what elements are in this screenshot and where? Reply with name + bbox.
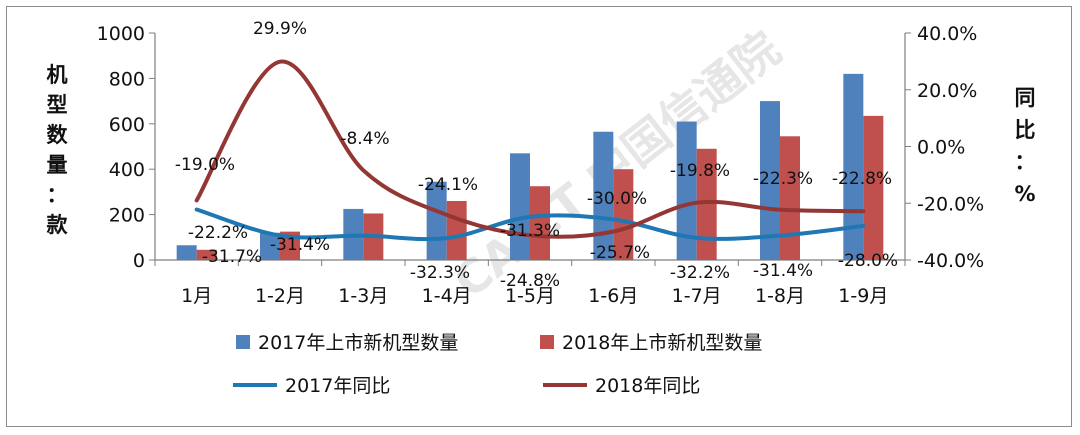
- label-2018-yoy: -22.8%: [832, 169, 892, 189]
- bar-2018: [780, 136, 800, 260]
- legend-swatch: [540, 335, 554, 349]
- x-tick-label: 1-8月: [755, 285, 805, 307]
- left-axis-title-char: 型: [47, 93, 68, 117]
- x-tick-label: 1-2月: [255, 285, 305, 307]
- right-axis-title-char: 同: [1015, 86, 1036, 110]
- left-tick-label: 1000: [97, 23, 145, 45]
- x-tick-label: 1-9月: [838, 285, 888, 307]
- x-tick-label: 1月: [181, 285, 212, 307]
- bar-2017: [260, 232, 280, 260]
- left-tick-label: 200: [109, 205, 145, 227]
- label-2018-yoy: -8.4%: [340, 129, 389, 149]
- label-2017-yoy: -22.2%: [188, 223, 248, 243]
- label-2017-yoy: -28.0%: [838, 251, 898, 271]
- right-tick-label: -40.0%: [917, 250, 984, 272]
- label-2017-yoy: -31.4%: [270, 235, 330, 255]
- left-axis-title-char: 量: [47, 153, 68, 177]
- bar-2018: [530, 186, 550, 260]
- label-2017-yoy: -25.7%: [590, 243, 650, 263]
- legend-label: 2018年上市新机型数量: [562, 332, 762, 354]
- x-tick-label: 1-7月: [672, 285, 722, 307]
- label-2018-yoy: -24.1%: [418, 175, 478, 195]
- left-axis-title-char: 机: [47, 63, 68, 87]
- axis-titles: 机型数量 ： 款 同比 ：%: [47, 63, 1036, 237]
- bar-2017: [676, 121, 697, 260]
- label-2018-yoy: -30.0%: [587, 189, 647, 209]
- left-axis-title-char: ：: [47, 183, 68, 207]
- bar-2017: [843, 73, 864, 260]
- bar-2017: [760, 101, 780, 260]
- lines: [194, 59, 866, 242]
- left-tick-label: 0: [133, 250, 145, 272]
- label-2017-yoy: -32.3%: [410, 263, 470, 283]
- right-axis-title-char: ：: [1015, 150, 1036, 174]
- right-axis-title-char: %: [1014, 182, 1035, 206]
- left-axis-title-char: 数: [47, 123, 69, 147]
- legend-label: 2018年同比: [595, 375, 700, 397]
- bar-2017: [510, 153, 530, 260]
- right-tick-label: 0.0%: [917, 137, 965, 159]
- label-2018-yoy: -19.8%: [670, 161, 730, 181]
- right-tick-label: -20.0%: [917, 193, 984, 215]
- data-labels: -22.2% -31.4% -32.3% -24.8% -25.7% -32.2% -31.…: [175, 19, 898, 291]
- bar-2018: [196, 249, 217, 260]
- legend-label: 2017年同比: [285, 375, 390, 397]
- label-2018-yoy: 29.9%: [253, 19, 307, 39]
- bar-2018: [613, 169, 634, 260]
- legend-swatch: [236, 335, 250, 349]
- bar-2017: [593, 131, 614, 260]
- line-2018-yoy: [194, 59, 866, 239]
- x-tick-label: 1-3月: [338, 285, 388, 307]
- left-tick-label: 800: [109, 68, 145, 90]
- x-tick-label: 1-6月: [588, 285, 638, 307]
- bar-2018: [863, 115, 884, 260]
- left-tick-label: 400: [109, 159, 145, 181]
- label-2017-yoy: -24.8%: [500, 271, 560, 291]
- legend-label: 2017年上市新机型数量: [258, 332, 458, 354]
- label-2017-yoy: -32.2%: [670, 263, 730, 283]
- left-tick-label: 600: [109, 114, 145, 136]
- label-2018-yoy: -19.0%: [175, 155, 235, 175]
- left-axis-title-char: 款: [47, 213, 69, 237]
- legend: 2017年上市新机型数量 2018年上市新机型数量 2017年同比 2018年同比: [233, 332, 762, 397]
- bar-2018: [446, 200, 467, 260]
- right-tick-label: 40.0%: [917, 23, 977, 45]
- x-tick-label: 1-4月: [422, 285, 472, 307]
- label-2018-yoy: -22.3%: [753, 169, 813, 189]
- label-2018-yoy: -31.3%: [500, 221, 560, 241]
- bar-2018: [696, 148, 717, 260]
- label-2017-yoy: -31.4%: [753, 261, 813, 281]
- line-2017-yoy: [194, 207, 866, 242]
- right-axis-title-char: 比: [1015, 118, 1036, 142]
- right-tick-label: 20.0%: [917, 80, 977, 102]
- bar-2017: [176, 245, 197, 260]
- x-tick-label: 1-5月: [505, 285, 555, 307]
- label-extra: -31.7%: [202, 247, 262, 267]
